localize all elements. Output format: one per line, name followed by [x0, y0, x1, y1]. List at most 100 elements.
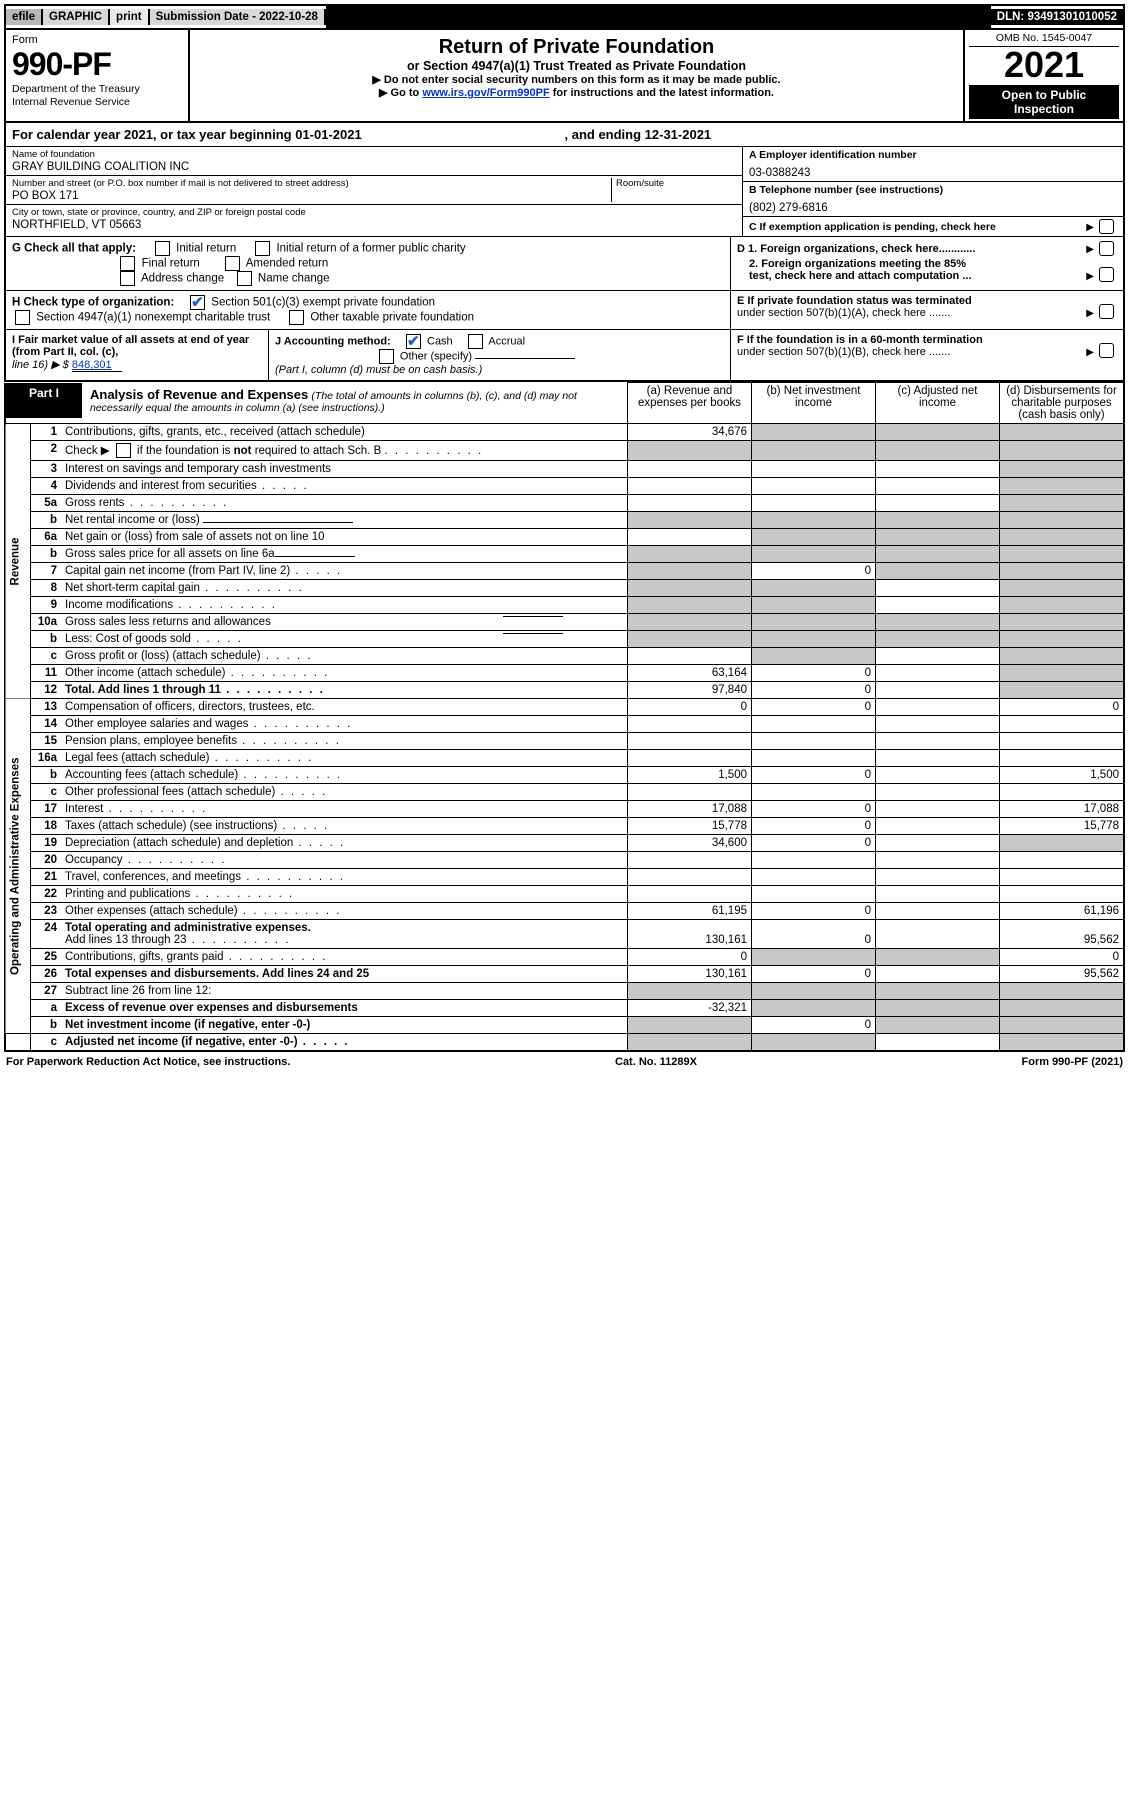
entity-box: Name of foundation GRAY BUILDING COALITI…	[4, 147, 1125, 237]
addr-label: Number and street (or P.O. box number if…	[12, 178, 611, 189]
row-27c: c Adjusted net income (if negative, ente…	[5, 1034, 1124, 1052]
r12-text: Total. Add lines 1 through 11	[65, 684, 221, 696]
address-change-label: Address change	[141, 273, 224, 285]
cell-shaded	[1000, 424, 1125, 441]
cash-checkbox[interactable]	[406, 334, 421, 349]
form-url-link[interactable]: www.irs.gov/Form990PF	[422, 87, 549, 99]
footer-left: For Paperwork Reduction Act Notice, see …	[6, 1056, 290, 1068]
cell	[752, 733, 876, 750]
sch-b-checkbox[interactable]	[116, 443, 131, 458]
j-note: (Part I, column (d) must be on cash basi…	[275, 364, 482, 376]
h-4947-label: Section 4947(a)(1) nonexempt charitable …	[36, 312, 270, 324]
line-num: 10a	[31, 614, 62, 631]
d2-checkbox[interactable]	[1099, 267, 1114, 282]
i-fmv-value[interactable]: 848,301	[72, 359, 122, 372]
c-checkbox[interactable]	[1099, 219, 1114, 234]
cell-shaded	[752, 597, 876, 614]
line-26-b: 0	[752, 966, 876, 983]
row-10c: c Gross profit or (loss) (attach schedul…	[5, 648, 1124, 665]
d1-checkbox[interactable]	[1099, 241, 1114, 256]
dots	[124, 497, 228, 509]
h-other-checkbox[interactable]	[289, 310, 304, 325]
cell	[876, 750, 1000, 767]
line-num: 15	[31, 733, 62, 750]
cell-shaded	[628, 512, 752, 529]
h-label: H Check type of organization:	[12, 297, 174, 309]
line-2-desc: Check ▶ if the foundation is not require…	[61, 441, 628, 461]
line-27b-desc: Net investment income (if negative, ente…	[61, 1017, 628, 1034]
spacer	[5, 1034, 31, 1052]
r17-text: Interest	[65, 803, 103, 815]
cell-shaded	[1000, 529, 1125, 546]
cell-shaded	[752, 529, 876, 546]
row-13: Operating and Administrative Expenses 13…	[5, 699, 1124, 716]
row-23: 23 Other expenses (attach schedule) 61,1…	[5, 903, 1124, 920]
f-termination: F If the foundation is in a 60-month ter…	[730, 330, 1123, 380]
header-right: OMB No. 1545-0047 2021 Open to Public In…	[963, 30, 1123, 121]
r7-text: Capital gain net income (from Part IV, l…	[65, 565, 290, 577]
cell-shaded	[1000, 563, 1125, 580]
row-12: 12 Total. Add lines 1 through 11 97,840 …	[5, 682, 1124, 699]
other-specify-checkbox[interactable]	[379, 349, 394, 364]
graphic-label: GRAPHIC	[43, 9, 110, 25]
line-num: c	[31, 1034, 62, 1052]
accrual-checkbox[interactable]	[468, 334, 483, 349]
line-12-b: 0	[752, 682, 876, 699]
line-num: 11	[31, 665, 62, 682]
cell	[876, 767, 1000, 784]
amended-return-checkbox[interactable]	[225, 256, 240, 271]
cell	[628, 750, 752, 767]
line-num: a	[31, 1000, 62, 1017]
dots	[298, 1036, 350, 1048]
e-checkbox[interactable]	[1099, 304, 1114, 319]
cell-shaded	[876, 529, 1000, 546]
row-16b: b Accounting fees (attach schedule) 1,50…	[5, 767, 1124, 784]
row-15: 15 Pension plans, employee benefits	[5, 733, 1124, 750]
line-11-a: 63,164	[628, 665, 752, 682]
cell	[1000, 852, 1125, 869]
initial-former-checkbox[interactable]	[255, 241, 270, 256]
row-5a: 5a Gross rents	[5, 495, 1124, 512]
dots	[221, 684, 325, 696]
cell	[1000, 733, 1125, 750]
row-5b: b Net rental income or (loss)	[5, 512, 1124, 529]
row-24: 24 Total operating and administrative ex…	[5, 920, 1124, 949]
d2b-label: test, check here and attach computation …	[749, 270, 972, 282]
line-17-desc: Interest	[61, 801, 628, 818]
cell	[876, 648, 1000, 665]
cell	[752, 886, 876, 903]
e-checks: E If private foundation status was termi…	[730, 291, 1123, 329]
final-return-checkbox[interactable]	[120, 256, 135, 271]
blank-line	[503, 616, 563, 617]
cell-shaded	[1000, 614, 1125, 631]
h-4947-checkbox[interactable]	[15, 310, 30, 325]
open-line1: Open to Public	[969, 88, 1119, 102]
cell	[876, 1034, 1000, 1052]
r24a-text: Total operating and administrative expen…	[65, 922, 311, 934]
dots	[237, 735, 341, 747]
part1-table: Part I Analysis of Revenue and Expenses …	[4, 382, 1125, 1052]
h-501c3-checkbox[interactable]	[190, 295, 205, 310]
dept-treasury: Department of the Treasury	[12, 83, 182, 96]
cell	[1000, 784, 1125, 801]
cell-shaded	[628, 546, 752, 563]
f-checkbox[interactable]	[1099, 343, 1114, 358]
ein-label: A Employer identification number	[749, 149, 1117, 161]
line-26-desc: Total expenses and disbursements. Add li…	[61, 966, 628, 983]
line-27a-a: -32,321	[628, 1000, 752, 1017]
other-specify-label: Other (specify)	[400, 350, 472, 362]
footer-mid: Cat. No. 11289X	[615, 1056, 697, 1068]
cell	[876, 665, 1000, 682]
cell-shaded	[876, 614, 1000, 631]
row-2: 2 Check ▶ if the foundation is not requi…	[5, 441, 1124, 461]
line-16b-desc: Accounting fees (attach schedule)	[61, 767, 628, 784]
line-16b-a: 1,500	[628, 767, 752, 784]
cell	[876, 461, 1000, 478]
name-change-checkbox[interactable]	[237, 271, 252, 286]
initial-return-checkbox[interactable]	[155, 241, 170, 256]
amended-return-label: Amended return	[246, 258, 328, 270]
i-fmv: I Fair market value of all assets at end…	[6, 330, 269, 380]
address-change-checkbox[interactable]	[120, 271, 135, 286]
line-num: b	[31, 1017, 62, 1034]
print-button[interactable]: print	[110, 9, 150, 25]
